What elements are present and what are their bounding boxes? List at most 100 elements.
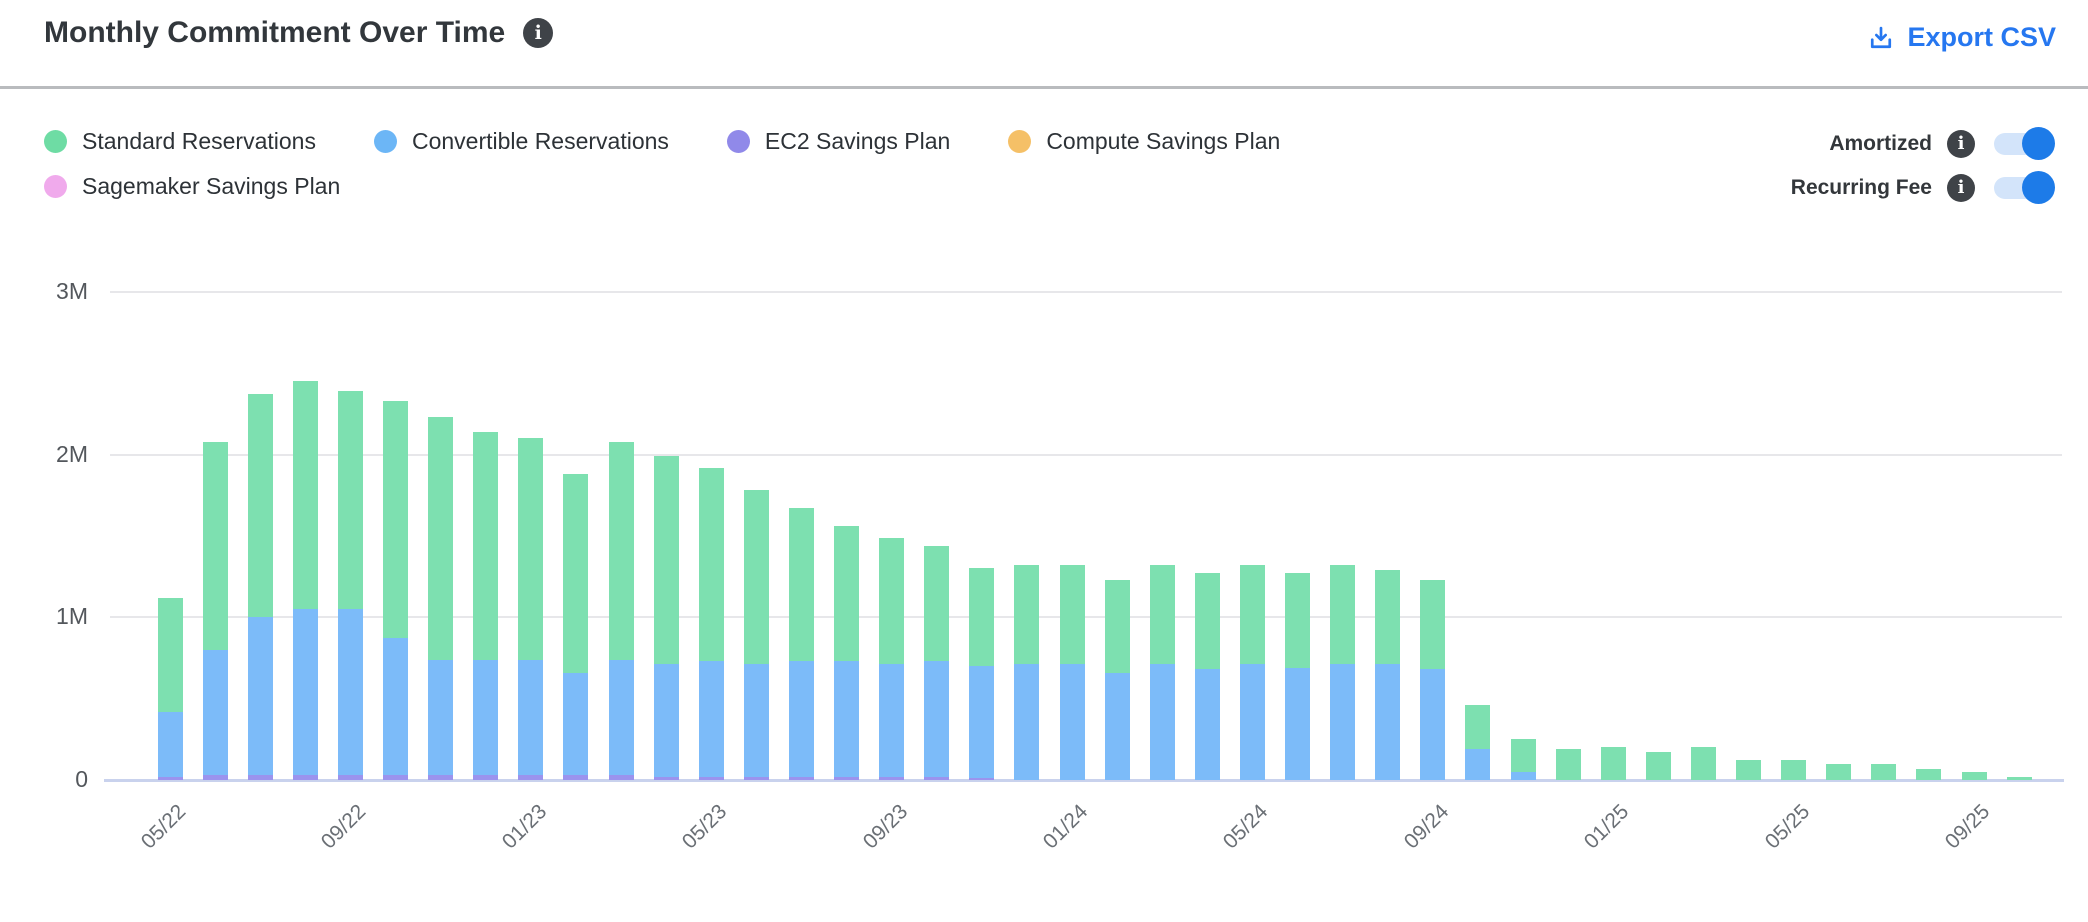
bar-segment-11-24-convertible-reservations[interactable]	[1511, 772, 1536, 780]
bar-segment-09-22-ec2-savings-plan[interactable]	[338, 775, 363, 780]
bar-segment-01-23-ec2-savings-plan[interactable]	[518, 775, 543, 780]
bar-segment-03-23-convertible-reservations[interactable]	[609, 660, 634, 775]
legend-item-compute-savings-plan[interactable]: Compute Savings Plan	[1008, 128, 1280, 155]
bar-segment-08-23-ec2-savings-plan[interactable]	[834, 777, 859, 780]
bar-segment-12-24-standard-reservations[interactable]	[1556, 749, 1581, 780]
bar-segment-04-24-convertible-reservations[interactable]	[1195, 669, 1220, 780]
bar-segment-08-25-standard-reservations[interactable]	[1916, 769, 1941, 780]
bar-segment-11-22-convertible-reservations[interactable]	[428, 660, 453, 775]
bar-segment-07-23-standard-reservations[interactable]	[789, 508, 814, 661]
bar-segment-08-22-standard-reservations[interactable]	[293, 381, 318, 609]
bar-segment-05-23-ec2-savings-plan[interactable]	[699, 777, 724, 780]
bar-segment-06-23-ec2-savings-plan[interactable]	[744, 777, 769, 780]
bar-segment-06-23-standard-reservations[interactable]	[744, 490, 769, 664]
bar-segment-07-24-convertible-reservations[interactable]	[1330, 664, 1355, 780]
legend-item-ec2-savings-plan[interactable]: EC2 Savings Plan	[726, 128, 950, 155]
bar-segment-07-23-ec2-savings-plan[interactable]	[789, 777, 814, 780]
bar-segment-10-22-ec2-savings-plan[interactable]	[383, 775, 408, 780]
export-csv-button[interactable]: Export CSV	[1867, 22, 2056, 53]
bar-segment-11-22-ec2-savings-plan[interactable]	[428, 775, 453, 780]
bar-segment-08-23-convertible-reservations[interactable]	[834, 661, 859, 777]
bar-segment-02-25-standard-reservations[interactable]	[1646, 752, 1671, 780]
bar-segment-04-23-ec2-savings-plan[interactable]	[654, 777, 679, 780]
bar-segment-03-24-convertible-reservations[interactable]	[1150, 664, 1175, 780]
bar-segment-07-22-ec2-savings-plan[interactable]	[248, 775, 273, 780]
bar-segment-06-25-standard-reservations[interactable]	[1826, 764, 1851, 780]
bar-segment-10-23-standard-reservations[interactable]	[924, 546, 949, 661]
bar-segment-05-23-convertible-reservations[interactable]	[699, 661, 724, 777]
bar-segment-09-22-standard-reservations[interactable]	[338, 391, 363, 609]
bar-segment-10-23-ec2-savings-plan[interactable]	[924, 777, 949, 780]
bar-segment-01-25-standard-reservations[interactable]	[1601, 747, 1626, 780]
bar-segment-03-24-standard-reservations[interactable]	[1150, 565, 1175, 664]
bar-segment-03-23-ec2-savings-plan[interactable]	[609, 775, 634, 780]
bar-segment-04-25-standard-reservations[interactable]	[1736, 760, 1761, 780]
bar-segment-11-23-convertible-reservations[interactable]	[969, 666, 994, 778]
bar-segment-01-24-standard-reservations[interactable]	[1060, 565, 1085, 664]
bar-segment-10-23-convertible-reservations[interactable]	[924, 661, 949, 777]
bar-segment-01-23-standard-reservations[interactable]	[518, 438, 543, 660]
bar-segment-06-22-convertible-reservations[interactable]	[203, 650, 228, 775]
bar-segment-07-22-standard-reservations[interactable]	[248, 394, 273, 617]
bar-segment-08-22-ec2-savings-plan[interactable]	[293, 775, 318, 780]
bar-segment-09-23-standard-reservations[interactable]	[879, 538, 904, 664]
bar-segment-07-23-convertible-reservations[interactable]	[789, 661, 814, 777]
bar-segment-10-22-standard-reservations[interactable]	[383, 401, 408, 638]
bar-segment-06-22-ec2-savings-plan[interactable]	[203, 775, 228, 780]
bar-segment-11-23-ec2-savings-plan[interactable]	[969, 778, 994, 780]
bar-segment-01-23-convertible-reservations[interactable]	[518, 660, 543, 775]
bar-segment-11-24-standard-reservations[interactable]	[1511, 739, 1536, 772]
bar-segment-08-23-standard-reservations[interactable]	[834, 526, 859, 661]
bar-segment-05-24-standard-reservations[interactable]	[1240, 565, 1265, 664]
bar-segment-06-23-convertible-reservations[interactable]	[744, 664, 769, 777]
bar-segment-08-22-convertible-reservations[interactable]	[293, 609, 318, 775]
bar-segment-06-24-standard-reservations[interactable]	[1285, 573, 1310, 668]
bar-segment-05-22-convertible-reservations[interactable]	[158, 712, 183, 777]
bar-segment-09-23-ec2-savings-plan[interactable]	[879, 777, 904, 780]
bar-segment-10-24-standard-reservations[interactable]	[1465, 705, 1490, 749]
legend-item-sagemaker-savings-plan[interactable]: Sagemaker Savings Plan	[44, 173, 340, 200]
bar-segment-10-24-convertible-reservations[interactable]	[1465, 749, 1490, 780]
bar-segment-12-22-convertible-reservations[interactable]	[473, 660, 498, 775]
legend-item-standard-reservations[interactable]: Standard Reservations	[44, 128, 316, 155]
bar-segment-12-22-ec2-savings-plan[interactable]	[473, 775, 498, 780]
bar-segment-04-23-standard-reservations[interactable]	[654, 456, 679, 664]
info-icon[interactable]: i	[1947, 130, 1975, 158]
bar-segment-11-23-standard-reservations[interactable]	[969, 568, 994, 666]
title-info-icon[interactable]: i	[523, 18, 554, 48]
bar-segment-11-22-standard-reservations[interactable]	[428, 417, 453, 660]
bar-segment-04-24-standard-reservations[interactable]	[1195, 573, 1220, 669]
bar-segment-02-23-ec2-savings-plan[interactable]	[563, 775, 588, 780]
bar-segment-05-24-convertible-reservations[interactable]	[1240, 664, 1265, 780]
bar-segment-02-24-convertible-reservations[interactable]	[1105, 673, 1130, 780]
bar-segment-05-25-standard-reservations[interactable]	[1781, 760, 1806, 780]
bar-segment-07-22-convertible-reservations[interactable]	[248, 617, 273, 775]
bar-segment-02-23-standard-reservations[interactable]	[563, 474, 588, 673]
bar-segment-09-22-convertible-reservations[interactable]	[338, 609, 363, 775]
legend-item-convertible-reservations[interactable]: Convertible Reservations	[373, 128, 669, 155]
bar-segment-06-22-standard-reservations[interactable]	[203, 442, 228, 650]
bar-segment-09-23-convertible-reservations[interactable]	[879, 664, 904, 777]
bar-segment-01-24-convertible-reservations[interactable]	[1060, 664, 1085, 780]
bar-segment-03-25-standard-reservations[interactable]	[1691, 747, 1716, 780]
bar-segment-09-25-standard-reservations[interactable]	[1962, 772, 1987, 780]
bar-segment-07-25-standard-reservations[interactable]	[1871, 764, 1896, 780]
bar-segment-10-22-convertible-reservations[interactable]	[383, 638, 408, 775]
bar-segment-08-24-convertible-reservations[interactable]	[1375, 664, 1400, 780]
bar-segment-12-23-convertible-reservations[interactable]	[1014, 664, 1039, 780]
bar-segment-12-23-standard-reservations[interactable]	[1014, 565, 1039, 664]
bar-segment-07-24-standard-reservations[interactable]	[1330, 565, 1355, 664]
toggle-switch-amortized[interactable]	[1994, 127, 2055, 160]
bar-segment-05-22-ec2-savings-plan[interactable]	[158, 777, 183, 780]
bar-segment-08-24-standard-reservations[interactable]	[1375, 570, 1400, 664]
bar-segment-12-22-standard-reservations[interactable]	[473, 432, 498, 660]
toggle-switch-recurring-fee[interactable]	[1994, 171, 2055, 204]
bar-segment-04-23-convertible-reservations[interactable]	[654, 664, 679, 777]
bar-segment-03-23-standard-reservations[interactable]	[609, 442, 634, 660]
bar-segment-06-24-convertible-reservations[interactable]	[1285, 668, 1310, 780]
bar-segment-10-25-standard-reservations[interactable]	[2007, 777, 2032, 780]
bar-segment-09-24-standard-reservations[interactable]	[1420, 580, 1445, 669]
bar-segment-05-23-standard-reservations[interactable]	[699, 468, 724, 661]
bar-segment-05-22-standard-reservations[interactable]	[158, 598, 183, 712]
bar-segment-02-24-standard-reservations[interactable]	[1105, 580, 1130, 673]
